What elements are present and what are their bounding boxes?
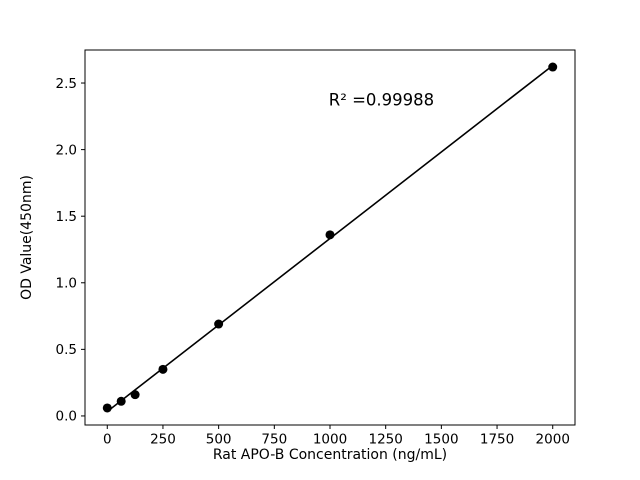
y-tick-label: 0.0 — [56, 409, 77, 425]
x-tick-label: 250 — [150, 432, 176, 448]
x-tick-label: 750 — [261, 432, 287, 448]
y-tick-label: 2.5 — [56, 76, 77, 92]
data-point — [158, 364, 168, 374]
x-tick-label: 500 — [206, 432, 232, 448]
r-squared-annotation: R² =0.99988 — [329, 91, 434, 110]
data-point — [214, 319, 224, 329]
x-tick-label: 1250 — [369, 432, 403, 448]
x-tick-label: 0 — [103, 432, 112, 448]
x-tick-label: 1500 — [424, 432, 458, 448]
x-tick-label: 1750 — [480, 432, 514, 448]
data-point — [130, 390, 140, 400]
y-tick-label: 1.5 — [56, 209, 77, 225]
y-tick-label: 2.0 — [56, 142, 77, 158]
x-axis-label: Rat APO-B Concentration (ng/mL) — [213, 447, 447, 463]
y-tick-label: 1.0 — [56, 276, 77, 292]
data-point — [116, 396, 126, 406]
y-tick-label: 0.5 — [56, 342, 77, 358]
data-point — [548, 62, 558, 72]
y-axis-label: OD Value(450nm) — [19, 175, 35, 300]
x-tick-label: 2000 — [536, 432, 570, 448]
data-point — [325, 230, 335, 240]
x-tick-label: 1000 — [313, 432, 347, 448]
data-point — [102, 403, 112, 413]
